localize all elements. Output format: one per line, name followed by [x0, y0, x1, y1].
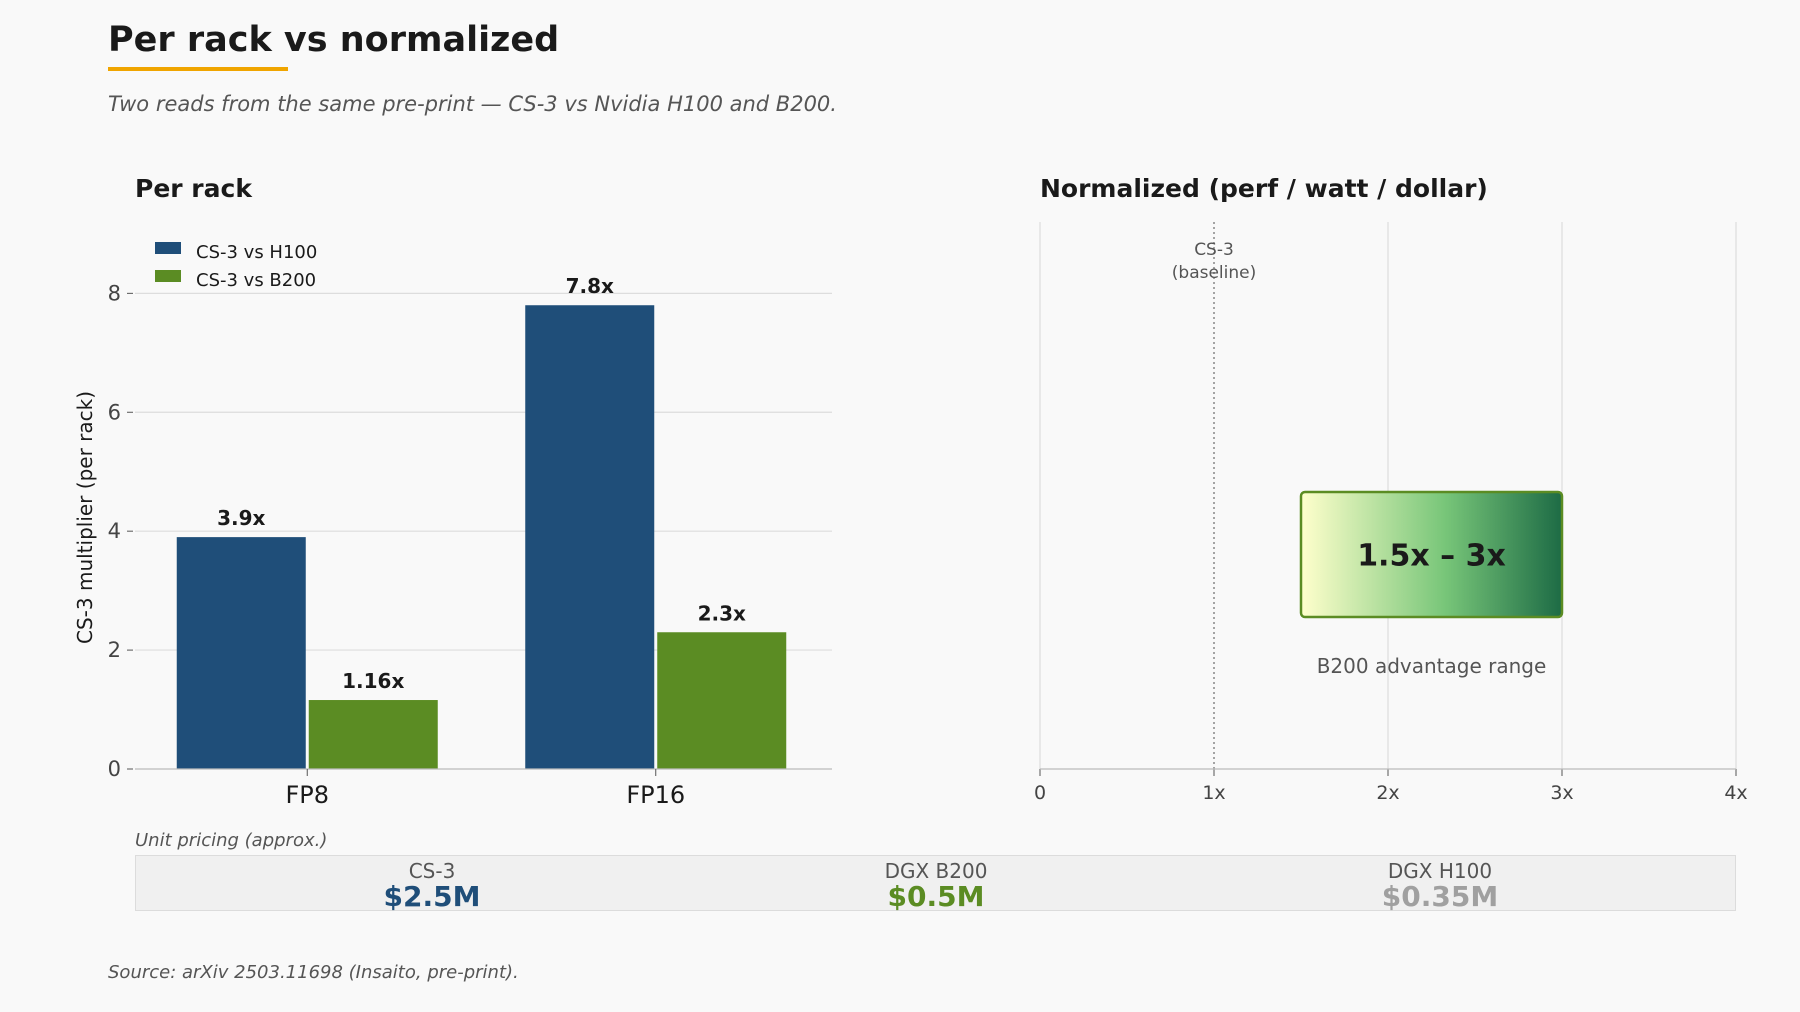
price-item-dgx-h100: DGX H100 $0.35M [1240, 856, 1640, 912]
x-tick-label: FP16 [626, 781, 685, 809]
x-tick-label: 4x [1724, 782, 1747, 804]
x-tick-label: 0 [1034, 782, 1046, 804]
advantage-range-box [1299, 490, 1564, 619]
legend-label: CS-3 vs H100 [196, 242, 317, 263]
baseline-label: CS-3 [1194, 240, 1234, 260]
price-value: $2.5M [383, 880, 481, 913]
legend-swatch [155, 242, 181, 254]
price-value: $0.5M [887, 880, 985, 913]
per-rack-title: Per rack [135, 174, 252, 203]
y-tick-label: 4 [108, 519, 121, 543]
bar [176, 537, 306, 769]
y-tick-label: 2 [108, 638, 121, 662]
legend-label: CS-3 vs B200 [196, 270, 316, 291]
bar-value-label: 3.9x [217, 506, 265, 530]
y-axis-label: CS-3 multiplier (per rack) [73, 391, 97, 644]
y-tick-label: 8 [108, 281, 121, 305]
bar [308, 700, 438, 769]
advantage-range-label: 1.5x – 3x [1357, 539, 1506, 574]
per-rack-bar-chart: 3.9x 1.16x 7.8x 2.3x 0 2 4 6 8 CS-3 multiplier (… [73, 242, 832, 809]
price-name: CS-3 [408, 859, 456, 883]
y-tick-label: 6 [108, 400, 121, 424]
bar-value-label: 2.3x [698, 601, 746, 625]
title-underline [108, 67, 288, 71]
normalized-range-chart: CS-3 (baseline) 1.5x – 3x B200 advantage ra… [1034, 222, 1748, 804]
price-name: DGX B200 [884, 859, 988, 883]
bar [657, 632, 787, 769]
advantage-range-caption: B200 advantage range [1317, 654, 1547, 678]
price-item-cs3: CS-3 $2.5M [232, 856, 632, 912]
x-tick-label: 1x [1202, 782, 1225, 804]
price-name: DGX H100 [1387, 859, 1493, 883]
bar [525, 305, 655, 769]
price-item-dgx-b200: DGX B200 $0.5M [736, 856, 1136, 912]
x-tick-label: FP8 [285, 781, 329, 809]
pricing-panel: CS-3 $2.5M DGX B200 $0.5M DGX H100 $0.35… [135, 855, 1736, 912]
legend-swatch [155, 270, 181, 282]
bar-value-label: 7.8x [566, 274, 614, 298]
pricing-caption: Unit pricing (approx.) [135, 830, 328, 851]
y-tick-label: 0 [108, 757, 121, 781]
normalized-title: Normalized (perf / watt / dollar) [1040, 174, 1488, 203]
price-value: $0.35M [1381, 880, 1499, 913]
bar-value-label: 1.16x [342, 669, 404, 693]
page-title: Per rack vs normalized [108, 20, 560, 60]
x-tick-label: 3x [1550, 782, 1573, 804]
baseline-sublabel: (baseline) [1172, 263, 1256, 283]
source-note: Source: arXiv 2503.11698 (Insaito, pre-p… [108, 962, 519, 983]
page-subtitle: Two reads from the same pre-print — CS-3… [108, 92, 837, 116]
x-tick-label: 2x [1376, 782, 1399, 804]
